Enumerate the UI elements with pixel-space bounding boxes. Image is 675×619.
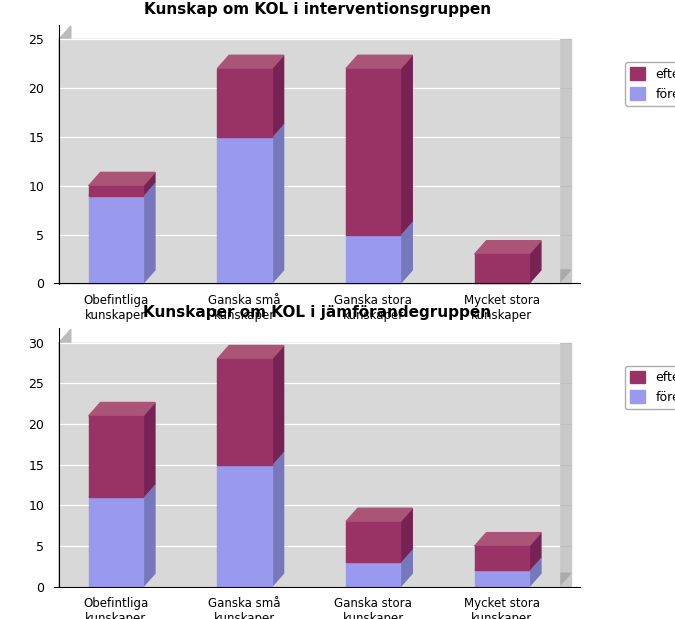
Polygon shape: [71, 40, 570, 284]
Polygon shape: [400, 508, 412, 562]
Bar: [475, 254, 529, 284]
Polygon shape: [59, 329, 71, 587]
Title: Kunskap om KOL i interventionsgruppen: Kunskap om KOL i interventionsgruppen: [144, 2, 491, 17]
Polygon shape: [475, 241, 541, 254]
Polygon shape: [272, 345, 284, 465]
Polygon shape: [475, 532, 541, 546]
Polygon shape: [346, 221, 412, 235]
Bar: [475, 571, 529, 587]
Bar: [217, 137, 272, 284]
Polygon shape: [529, 557, 541, 587]
Title: Kunskaper om KOL i jämförandegruppen: Kunskaper om KOL i jämförandegruppen: [143, 305, 491, 320]
Polygon shape: [475, 557, 541, 571]
Polygon shape: [143, 402, 155, 497]
Polygon shape: [217, 124, 284, 137]
Polygon shape: [59, 573, 570, 587]
Polygon shape: [59, 270, 570, 284]
Polygon shape: [400, 221, 412, 284]
Bar: [88, 416, 143, 497]
Polygon shape: [400, 55, 412, 235]
Polygon shape: [143, 182, 155, 284]
Polygon shape: [71, 343, 570, 587]
Bar: [346, 562, 400, 587]
Polygon shape: [217, 55, 284, 69]
Polygon shape: [272, 55, 284, 137]
Polygon shape: [529, 532, 541, 571]
Polygon shape: [346, 549, 412, 562]
Polygon shape: [59, 343, 559, 587]
Polygon shape: [59, 26, 71, 284]
Polygon shape: [88, 172, 155, 186]
Polygon shape: [217, 345, 284, 359]
Bar: [217, 465, 272, 587]
Polygon shape: [143, 484, 155, 587]
Polygon shape: [272, 451, 284, 587]
Bar: [217, 69, 272, 137]
Polygon shape: [88, 402, 155, 416]
Polygon shape: [59, 40, 559, 284]
Bar: [88, 186, 143, 196]
Polygon shape: [217, 451, 284, 465]
Polygon shape: [143, 172, 155, 196]
Polygon shape: [529, 241, 541, 284]
Polygon shape: [346, 508, 412, 522]
Bar: [346, 522, 400, 562]
Legend: efter, före: efter, före: [625, 365, 675, 409]
Polygon shape: [346, 55, 412, 69]
Polygon shape: [272, 124, 284, 284]
Bar: [217, 359, 272, 465]
Bar: [346, 235, 400, 284]
Legend: efter, före: efter, före: [625, 62, 675, 106]
Bar: [88, 196, 143, 284]
Polygon shape: [88, 484, 155, 497]
Polygon shape: [88, 182, 155, 196]
Bar: [88, 497, 143, 587]
Polygon shape: [400, 549, 412, 587]
Bar: [346, 69, 400, 235]
Bar: [475, 546, 529, 571]
